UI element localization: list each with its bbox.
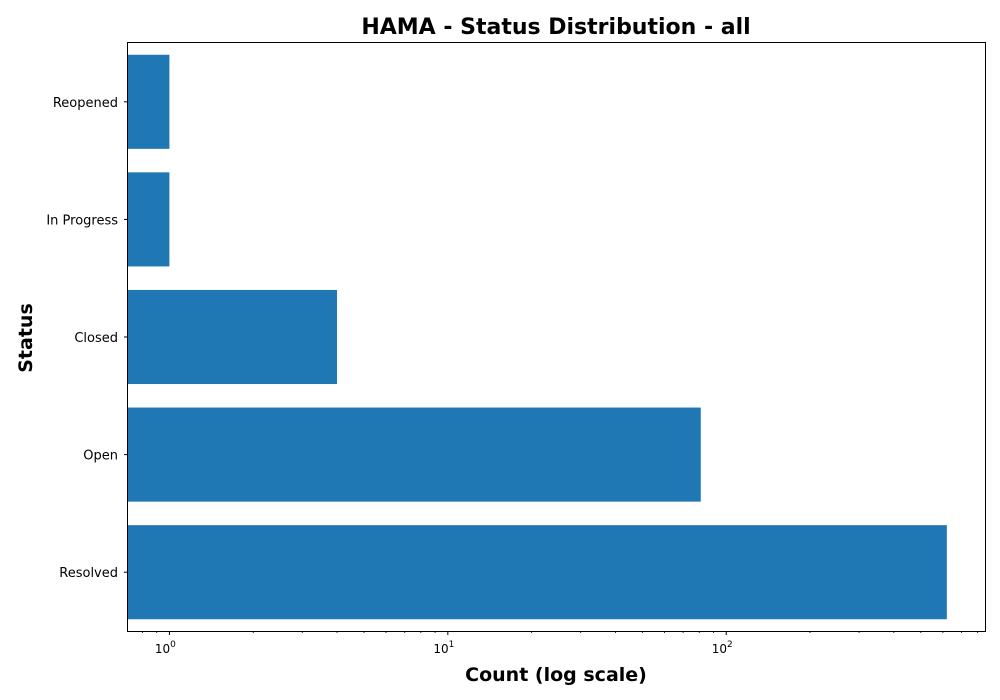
y-tick-label: Resolved <box>59 566 118 581</box>
y-tick-group: Resolved Open Closed In Progress Reopened <box>46 96 128 581</box>
chart-title: HAMA - Status Distribution - all <box>361 15 750 40</box>
y-tick-label: Closed <box>74 331 118 346</box>
x-tick-label: 102 <box>712 640 733 656</box>
bar-closed <box>128 289 338 385</box>
x-tick-label: 101 <box>433 640 454 656</box>
bars-group <box>128 54 947 620</box>
y-tick-label: In Progress <box>46 213 118 228</box>
bar-in-progress <box>128 172 170 267</box>
x-axis-label: Count (log scale) <box>465 664 647 686</box>
y-tick-label: Open <box>83 449 118 464</box>
bar-open <box>128 407 701 502</box>
y-tick-label: Reopened <box>53 96 118 111</box>
bar-reopened <box>128 54 170 149</box>
x-tick-group: 100 101 102 <box>142 631 979 656</box>
plot-frame <box>127 42 986 632</box>
y-axis-label: Status <box>15 303 37 373</box>
bar-resolved <box>128 525 947 620</box>
x-tick-label: 100 <box>155 640 176 656</box>
